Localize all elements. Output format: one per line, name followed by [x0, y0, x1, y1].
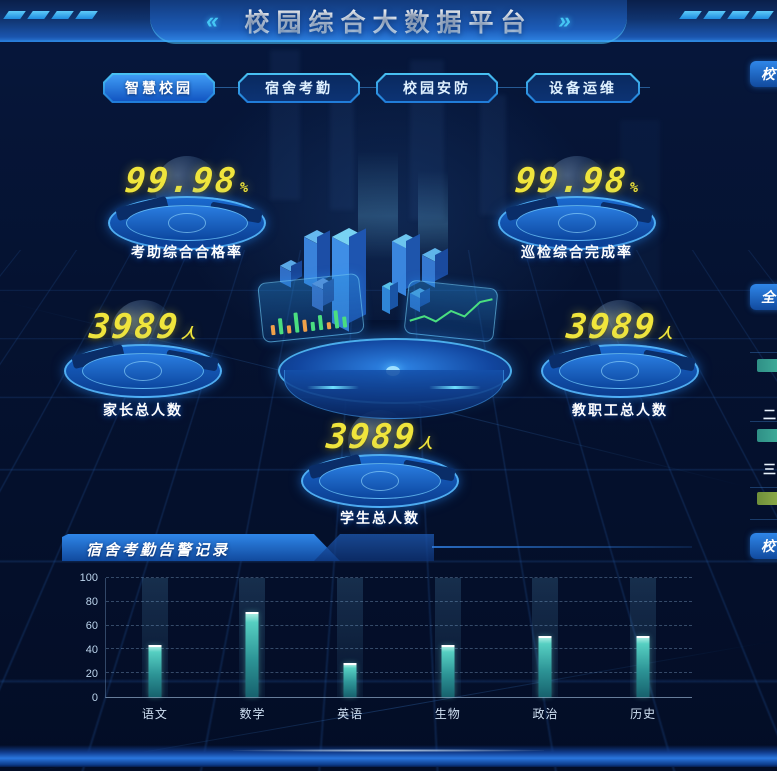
holo-linechart-panel: [403, 279, 498, 342]
edge-panel-tab-3[interactable]: 校: [750, 533, 777, 559]
edge-divider: [750, 487, 777, 488]
alarm-panel-title: 宿舍考勤告警记录: [86, 539, 230, 560]
bar-column: 历史: [629, 578, 657, 697]
header-bar: « 校园综合大数据平台 »: [0, 0, 777, 42]
bottom-strip-decoration: [0, 745, 777, 767]
stat-platform-decoration: [64, 344, 222, 398]
bar-column: 生物: [434, 578, 462, 697]
chart-ytick-label: 0: [92, 692, 98, 704]
edge-rank-marker: 三: [763, 459, 776, 478]
edge-divider: [750, 421, 777, 422]
chart-ytick-label: 20: [86, 668, 98, 680]
edge-divider: [750, 519, 777, 520]
stat-platform-decoration: [541, 344, 699, 398]
edge-mini-bar: [757, 429, 777, 442]
tab-equipment-ops[interactable]: 设备运维: [526, 73, 640, 103]
chart-ytick-label: 40: [86, 644, 98, 656]
bar-column: 数学: [238, 578, 266, 697]
tab-campus-security[interactable]: 校园安防: [376, 73, 498, 103]
chart-ytick-label: 60: [86, 620, 98, 632]
bar-生物: [441, 645, 454, 697]
stat-platform-decoration: [301, 454, 459, 508]
edge-mini-bar: [757, 359, 777, 372]
page-title: 校园综合大数据平台: [244, 3, 532, 39]
chart-ytick-label: 100: [80, 572, 98, 584]
bar-英语: [344, 663, 357, 697]
bar-政治: [539, 636, 552, 698]
chart-xtick-label: 生物: [435, 705, 461, 722]
title-right-chevron-icon: »: [559, 8, 571, 34]
bar-chart-plot: 语文 数学 英语 生物 政治 历史: [105, 578, 692, 698]
dashboard: « 校园综合大数据平台 » 智慧校园 宿舍考勤 校园安防 设备运维 99.98%…: [0, 0, 777, 771]
alarm-bar-chart: 0 20 40 60 80 100 语文 数学 英语 生物 政治 历史: [72, 572, 694, 724]
chart-gridline: [106, 672, 692, 673]
chart-xtick-label: 英语: [337, 705, 363, 722]
bar-历史: [637, 636, 650, 698]
bar-语文: [148, 645, 161, 697]
chart-xtick-label: 历史: [630, 705, 656, 722]
chart-gridline: [106, 601, 692, 602]
edge-panel-tab-1[interactable]: 校: [750, 61, 777, 87]
edge-divider: [750, 352, 777, 353]
chart-gridline: [106, 625, 692, 626]
edge-mini-bar: [757, 492, 777, 505]
stat-staff-total: 3989人 教职工总人数: [525, 310, 715, 420]
edge-panel-tab-2[interactable]: 全: [750, 284, 777, 310]
alarm-panel-header: 宿舍考勤告警记录: [62, 534, 692, 561]
stat-parents-total: 3989人 家长总人数: [48, 310, 238, 420]
bar-column: 语文: [141, 578, 169, 697]
bar-chart-yaxis: 0 20 40 60 80 100: [72, 578, 98, 698]
stat-label: 学生总人数: [285, 508, 475, 528]
title-left-chevron-icon: «: [206, 8, 218, 34]
holo-line-chart: [405, 281, 498, 342]
chart-xtick-label: 数学: [239, 705, 265, 722]
nav-tabs: 智慧校园 宿舍考勤 校园安防 设备运维: [100, 73, 660, 103]
bar-column: 英语: [336, 578, 364, 697]
stat-label: 家长总人数: [48, 400, 238, 420]
chart-ytick-label: 80: [86, 596, 98, 608]
chart-xtick-label: 语文: [142, 705, 168, 722]
chart-gridline: [106, 648, 692, 649]
tab-dorm-attendance[interactable]: 宿舍考勤: [238, 73, 360, 103]
bar-column: 政治: [531, 578, 559, 697]
tab-smart-campus[interactable]: 智慧校园: [103, 73, 215, 103]
hologram-decoration: [250, 190, 530, 440]
chart-xtick-label: 政治: [532, 705, 558, 722]
holo-candlestick-panel: [257, 273, 365, 343]
bar-数学: [246, 612, 259, 697]
chart-gridline: [106, 577, 692, 578]
holo-platform-side: [284, 370, 504, 419]
stat-label: 教职工总人数: [525, 400, 715, 420]
